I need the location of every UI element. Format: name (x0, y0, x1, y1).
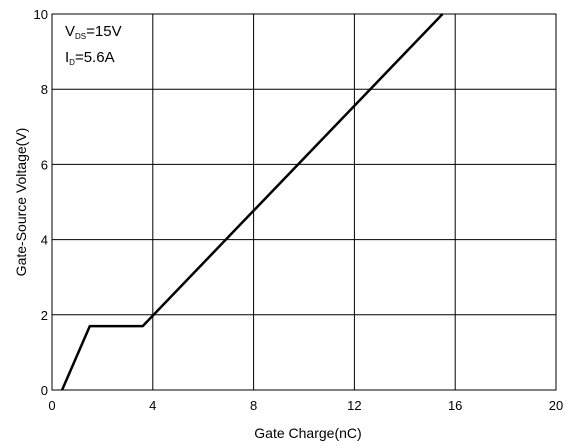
tick-labels: 0 4 8 12 16 20 0 2 4 6 8 10 (34, 7, 564, 413)
annotation-id-symbol: I (65, 49, 69, 66)
y-axis-label: Gate-Source Voltage(V) (13, 128, 29, 277)
y-tick-label: 10 (34, 7, 48, 22)
plot-frame (51, 13, 557, 391)
y-tick-label: 2 (41, 308, 48, 323)
x-tick-label: 4 (149, 398, 156, 413)
series-layer (60, 13, 444, 391)
x-tick-label: 0 (48, 398, 55, 413)
annotation-id-value: =5.6A (75, 49, 115, 66)
annotation-id: ID=5.6A (65, 49, 115, 67)
y-tick-label: 6 (41, 157, 48, 172)
x-tick-label: 16 (448, 398, 462, 413)
y-tick-label: 4 (41, 233, 48, 248)
x-tick-label: 20 (549, 398, 563, 413)
annotation-vds-value: =15V (86, 23, 121, 40)
x-tick-label: 12 (347, 398, 361, 413)
annotation-vds: VDS=15V (65, 23, 122, 41)
y-tick-label: 8 (41, 82, 48, 97)
annotation-vds-subscript: DS (75, 32, 86, 41)
annotation-id-subscript: D (69, 58, 75, 67)
x-axis-label: Gate Charge(nC) (254, 425, 361, 441)
x-tick-label: 8 (250, 398, 257, 413)
gate-charge-curve (60, 13, 444, 391)
annotation-vds-symbol: V (65, 23, 75, 40)
y-tick-label: 0 (41, 383, 48, 398)
annotation-block: VDS=15V ID=5.6A (65, 23, 122, 67)
